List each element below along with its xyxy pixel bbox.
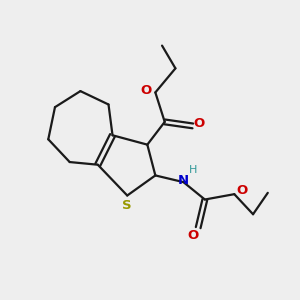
Text: S: S	[122, 199, 132, 212]
Text: O: O	[237, 184, 248, 197]
Text: O: O	[188, 229, 199, 242]
Text: O: O	[140, 84, 152, 97]
Text: H: H	[189, 165, 197, 175]
Text: O: O	[193, 117, 204, 130]
Text: N: N	[178, 174, 189, 187]
